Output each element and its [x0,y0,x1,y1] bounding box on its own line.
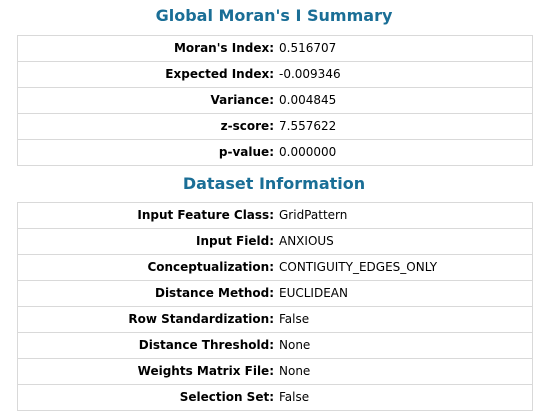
table-row: Moran's Index: 0.516707 [17,35,533,62]
table-row: Distance Method: EUCLIDEAN [17,280,533,307]
row-standardization-value: False [277,306,533,333]
table-row: Input Field: ANXIOUS [17,228,533,255]
variance-value: 0.004845 [277,87,533,114]
distance-method-label: Distance Method: [17,280,277,307]
table-row: p-value: 0.000000 [17,139,533,166]
z-score-label: z-score: [17,113,277,140]
distance-threshold-label: Distance Threshold: [17,332,277,359]
weights-matrix-file-value: None [277,358,533,385]
weights-matrix-file-label: Weights Matrix File: [17,358,277,385]
table-row: Selection Set: False [17,384,533,411]
distance-threshold-value: None [277,332,533,359]
conceptualization-label: Conceptualization: [17,254,277,281]
selection-set-label: Selection Set: [17,384,277,411]
variance-label: Variance: [17,87,277,114]
conceptualization-value: CONTIGUITY_EDGES_ONLY [277,254,533,281]
input-field-label: Input Field: [17,228,277,255]
morans-index-label: Moran's Index: [17,35,277,62]
input-feature-class-label: Input Feature Class: [17,202,277,229]
table-row: Input Feature Class: GridPattern [17,202,533,229]
input-feature-class-value: GridPattern [277,202,533,229]
dataset-title: Dataset Information [182,174,366,193]
table-row: Row Standardization: False [17,306,533,333]
table-row: Distance Threshold: None [17,332,533,359]
summary-title: Global Moran's I Summary [155,6,393,25]
selection-set-value: False [277,384,533,411]
table-row: Variance: 0.004845 [17,87,533,114]
dataset-table: Input Feature Class: GridPattern Input F… [17,202,533,411]
summary-table: Moran's Index: 0.516707 Expected Index: … [17,35,533,166]
table-row: Weights Matrix File: None [17,358,533,385]
z-score-value: 7.557622 [277,113,533,140]
p-value-value: 0.000000 [277,139,533,166]
expected-index-value: -0.009346 [277,61,533,88]
table-row: z-score: 7.557622 [17,113,533,140]
table-row: Expected Index: -0.009346 [17,61,533,88]
row-standardization-label: Row Standardization: [17,306,277,333]
morans-index-value: 0.516707 [277,35,533,62]
distance-method-value: EUCLIDEAN [277,280,533,307]
table-row: Conceptualization: CONTIGUITY_EDGES_ONLY [17,254,533,281]
expected-index-label: Expected Index: [17,61,277,88]
p-value-label: p-value: [17,139,277,166]
input-field-value: ANXIOUS [277,228,533,255]
